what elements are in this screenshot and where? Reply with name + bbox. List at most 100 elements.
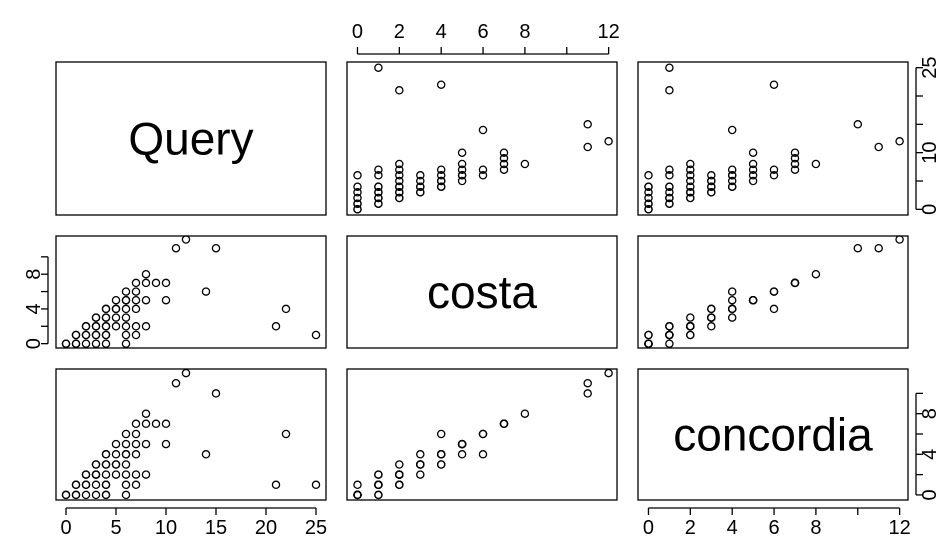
point-costa-query-50 <box>151 278 161 288</box>
tick-label-bottom-concordia-0: 0 <box>643 517 654 539</box>
panel-costa-vs-concordia <box>644 235 904 348</box>
point-costa-concordia-49 <box>811 269 821 279</box>
tick-label-bottom-concordia-12: 12 <box>889 517 911 539</box>
point-concordia-costa-49 <box>520 409 530 418</box>
point-concordia-query-24 <box>101 450 111 459</box>
point-concordia-query-28 <box>111 450 121 459</box>
point-costa-concordia-32 <box>644 339 653 348</box>
point-concordia-query-25 <box>101 480 111 490</box>
point-concordia-query-55 <box>201 450 211 459</box>
tick-label-left-costa-4: 4 <box>23 303 45 314</box>
point-concordia-query-41 <box>131 439 141 449</box>
tick-label-top-costa-2: 2 <box>394 21 405 43</box>
point-query-costa-27 <box>416 176 425 186</box>
point-costa-concordia-35 <box>707 313 716 322</box>
point-query-concordia-37 <box>748 171 758 180</box>
point-costa-query-24 <box>101 313 111 322</box>
point-concordia-costa-24 <box>416 450 425 459</box>
point-costa-concordia-57 <box>665 322 674 331</box>
tick-label-bottom-concordia-4: 4 <box>727 517 738 539</box>
panel-frame-query-costa <box>346 61 618 216</box>
tick-label-top-costa-8: 8 <box>519 21 530 43</box>
point-query-costa-29 <box>457 176 467 186</box>
point-concordia-query-51 <box>161 419 171 429</box>
point-concordia-query-56 <box>211 389 221 398</box>
point-query-concordia-31 <box>707 176 716 186</box>
point-query-concordia-56 <box>853 120 863 129</box>
point-concordia-costa-59 <box>374 480 383 490</box>
point-costa-query-46 <box>141 322 151 331</box>
point-query-concordia-11 <box>644 188 653 197</box>
point-concordia-query-10 <box>81 470 91 479</box>
point-concordia-query-5 <box>71 480 81 490</box>
point-costa-concordia-56 <box>853 243 863 253</box>
point-costa-query-10 <box>81 330 91 340</box>
point-concordia-query-58 <box>281 429 291 439</box>
point-query-concordia-38 <box>769 171 779 180</box>
tick-label-bottom-concordia-8: 8 <box>810 517 821 539</box>
point-query-concordia-51 <box>790 148 800 157</box>
tick-label-right-query-25: 25 <box>919 57 941 79</box>
point-costa-query-32 <box>121 339 131 348</box>
point-costa-query-17 <box>91 330 101 340</box>
point-costa-query-31 <box>111 304 121 314</box>
point-costa-query-5 <box>71 330 81 340</box>
point-costa-query-27 <box>111 313 121 322</box>
tick-label-bottom-query-20: 20 <box>255 517 277 539</box>
point-query-concordia-30 <box>686 176 695 186</box>
point-query-concordia-54 <box>895 137 904 146</box>
point-costa-query-40 <box>131 304 141 314</box>
point-query-costa-38 <box>478 171 488 180</box>
point-query-costa-53 <box>583 142 592 152</box>
point-concordia-query-17 <box>91 470 101 479</box>
point-costa-concordia-52 <box>748 295 758 305</box>
point-costa-query-6 <box>81 339 91 348</box>
point-query-costa-18 <box>353 182 362 191</box>
point-costa-query-47 <box>141 295 151 305</box>
point-query-concordia-24 <box>727 182 737 191</box>
panel-frame-costa-costa <box>346 235 618 349</box>
point-query-costa-42 <box>478 165 488 174</box>
point-costa-query-58 <box>281 304 291 314</box>
point-concordia-query-54 <box>181 368 191 378</box>
point-costa-query-39 <box>121 295 131 305</box>
point-query-concordia-48 <box>790 159 800 169</box>
point-costa-query-44 <box>131 322 141 331</box>
point-query-concordia-44 <box>686 165 695 174</box>
point-concordia-costa-55 <box>478 450 488 459</box>
point-concordia-costa-14 <box>416 470 425 479</box>
point-costa-query-1 <box>61 339 71 348</box>
point-costa-query-57 <box>271 322 281 331</box>
point-query-costa-47 <box>457 159 467 169</box>
point-query-costa-39 <box>457 171 467 180</box>
point-query-concordia-25 <box>665 182 674 191</box>
point-costa-query-43 <box>131 278 141 288</box>
point-concordia-costa-32 <box>353 490 362 500</box>
point-query-concordia-41 <box>748 165 758 174</box>
point-query-costa-59 <box>374 63 383 72</box>
point-query-costa-48 <box>499 159 509 169</box>
point-costa-query-23 <box>101 304 111 314</box>
point-query-costa-17 <box>374 188 383 197</box>
point-costa-query-52 <box>161 295 171 305</box>
point-costa-concordia-58 <box>769 304 779 314</box>
tick-label-top-costa-12: 12 <box>598 21 620 43</box>
tick-label-bottom-concordia-6: 6 <box>768 517 779 539</box>
point-concordia-query-57 <box>271 480 281 490</box>
point-concordia-costa-40 <box>436 450 446 459</box>
point-concordia-costa-39 <box>457 450 467 459</box>
point-costa-query-45 <box>131 330 141 340</box>
point-query-concordia-10 <box>686 193 695 203</box>
point-concordia-query-45 <box>131 480 141 490</box>
point-query-concordia-20 <box>686 182 695 191</box>
point-concordia-query-42 <box>131 429 141 439</box>
point-query-concordia-55 <box>727 125 737 135</box>
point-query-concordia-17 <box>686 188 695 197</box>
point-concordia-query-30 <box>111 470 121 479</box>
point-costa-concordia-3 <box>665 339 674 348</box>
point-query-concordia-42 <box>769 165 779 174</box>
tick-label-right-concordia-0: 0 <box>919 489 941 500</box>
panel-frame-concordia-concordia <box>637 368 909 501</box>
point-query-costa-46 <box>395 159 404 169</box>
point-concordia-query-34 <box>121 470 131 479</box>
